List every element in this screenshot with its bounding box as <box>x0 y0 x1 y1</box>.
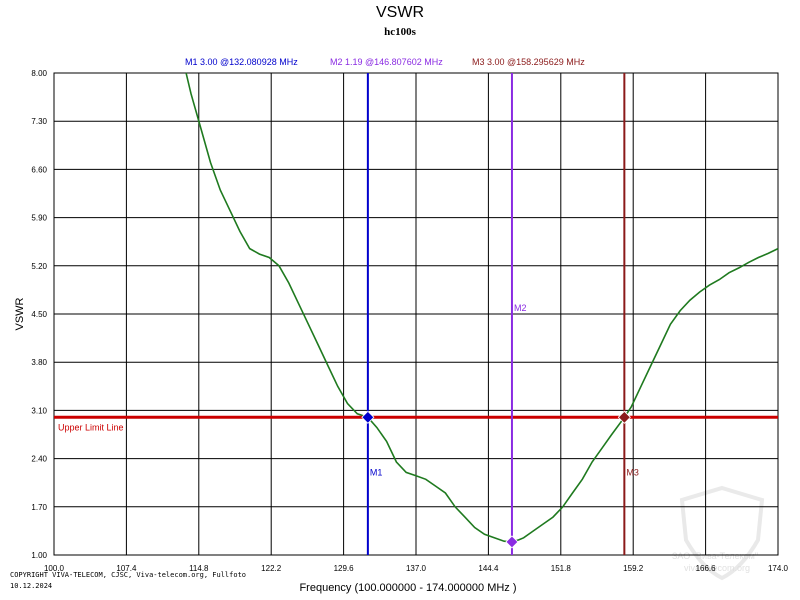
marker-readout-bar: M1 3.00 @132.080928 MHz M2 1.19 @146.807… <box>185 57 585 67</box>
y-tick-label: 3.10 <box>31 406 47 415</box>
marker-label-m1: M1 <box>370 467 383 477</box>
marker-label-m2: M2 <box>514 303 527 313</box>
upper-limit-label: Upper Limit Line <box>58 422 124 432</box>
watermark-site: viva-telecom.org <box>684 563 750 573</box>
x-tick-label: 151.8 <box>551 564 572 573</box>
y-axis-ticks: 1.00 1.70 2.40 3.10 3.80 4.50 5.20 5.90 6.60 7.30… <box>31 69 47 560</box>
markers-layer: M1 M2 M3 <box>361 73 639 555</box>
y-tick-label: 7.30 <box>31 117 47 126</box>
watermark-shield-icon <box>679 485 765 581</box>
y-axis-title: VSWR <box>14 297 26 330</box>
y-tick-label: 8.00 <box>31 69 47 78</box>
y-tick-label: 4.50 <box>31 310 47 319</box>
chart-title: VSWR <box>376 4 424 21</box>
x-tick-label: 174.0 <box>768 564 789 573</box>
x-tick-label: 122.2 <box>261 564 282 573</box>
marker-point-m1 <box>361 410 375 424</box>
y-tick-label: 5.20 <box>31 262 47 271</box>
y-tick-label: 1.00 <box>31 551 47 560</box>
x-axis-ticks: 100.0 107.4 114.8 122.2 129.6 137.0 144.4 151.8… <box>44 564 789 573</box>
date-text: 10.12.2024 <box>10 582 52 590</box>
marker-point-m2 <box>505 535 519 549</box>
vswr-series-line <box>185 72 779 543</box>
y-tick-label: 1.70 <box>31 503 47 512</box>
watermark-company: ЗАО "Вива-Телеком" <box>672 551 758 561</box>
copyright-text: COPYRIGHT VIVA-TELECOM, CJSC, Viva-telec… <box>10 571 246 579</box>
x-tick-label: 137.0 <box>406 564 427 573</box>
x-tick-label: 129.6 <box>334 564 355 573</box>
y-tick-label: 2.40 <box>31 455 47 464</box>
y-tick-label: 3.80 <box>31 358 47 367</box>
marker-readout-m2: M2 1.19 @146.807602 MHz <box>330 57 443 67</box>
marker-readout-m1: M1 3.00 @132.080928 MHz <box>185 57 298 67</box>
x-tick-label: 166.6 <box>696 564 717 573</box>
watermark: ЗАО "Вива-Телеком" viva-telecom.org <box>672 485 765 581</box>
y-tick-label: 5.90 <box>31 214 47 223</box>
chart-grid <box>53 72 779 556</box>
y-tick-label: 6.60 <box>31 165 47 174</box>
x-tick-label: 100.0 <box>44 564 65 573</box>
x-tick-label: 114.8 <box>189 564 209 573</box>
plot-frame <box>53 72 779 556</box>
marker-point-m3 <box>617 410 631 424</box>
x-axis-title: Frequency (100.000000 - 174.000000 MHz ) <box>299 582 516 594</box>
marker-label-m3: M3 <box>626 467 639 477</box>
marker-readout-m3: M3 3.00 @158.295629 MHz <box>472 57 585 67</box>
chart-subtitle: hc100s <box>384 26 417 38</box>
x-tick-label: 159.2 <box>623 564 644 573</box>
x-tick-label: 144.4 <box>478 564 499 573</box>
x-tick-label: 107.4 <box>116 564 137 573</box>
